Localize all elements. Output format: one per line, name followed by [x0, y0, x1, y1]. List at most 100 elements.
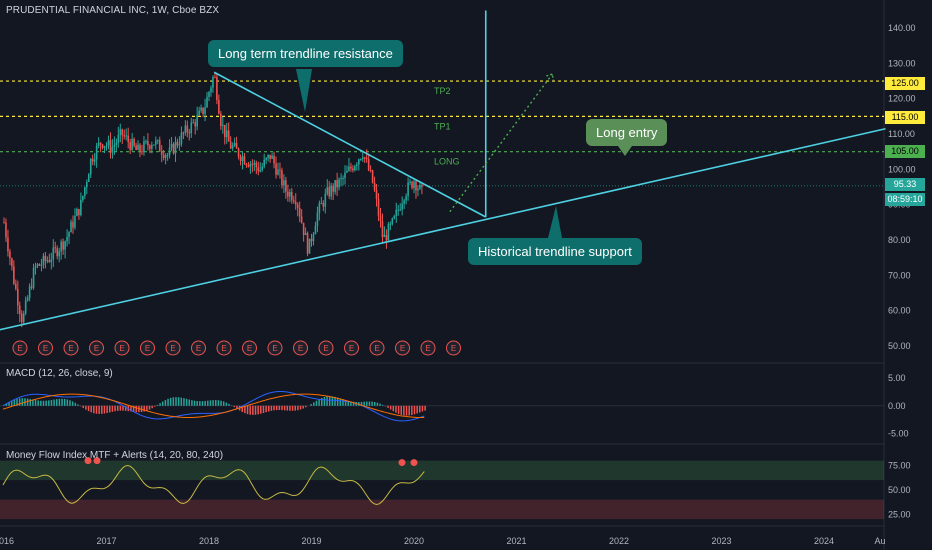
macd-bar [5, 404, 8, 406]
macd-bar [270, 405, 273, 411]
tp2-level-label: TP2 [434, 86, 451, 96]
candle-body [302, 222, 305, 236]
macd-bar [13, 399, 16, 406]
macd-bar [101, 405, 103, 414]
macd-bar [209, 400, 212, 406]
candle-body [259, 169, 262, 172]
candle-body [405, 196, 407, 201]
macd-bar [289, 405, 291, 411]
mfi-overbought-band [0, 460, 884, 481]
candle-body [269, 154, 271, 159]
macd-tick-label: -5.00 [888, 429, 909, 439]
candle-body [294, 201, 297, 205]
macd-bar [66, 399, 69, 406]
candle-body [154, 140, 157, 145]
candle-body [133, 138, 135, 146]
macd-bar [379, 403, 381, 406]
macd-bar [10, 400, 13, 406]
candle-body [137, 144, 139, 150]
macd-bar [124, 405, 127, 411]
candle-body [411, 181, 413, 188]
candle-body [417, 188, 419, 191]
candle-body [7, 237, 9, 252]
macd-bar [98, 405, 100, 414]
candle-body [91, 158, 94, 162]
macd-bar [352, 401, 355, 406]
candle-body [54, 247, 57, 249]
macd-bar [342, 399, 344, 406]
candle-body [332, 185, 334, 192]
macd-bar [82, 405, 84, 408]
earnings-marker [420, 340, 436, 356]
candle-body [383, 235, 386, 238]
macd-bar [180, 397, 183, 406]
time-tick-label: 2024 [814, 536, 834, 546]
macd-bar [207, 400, 209, 406]
macd-bar [374, 402, 376, 406]
candle-body [249, 163, 252, 167]
candle-body [164, 155, 167, 158]
mfi-alert-dot [410, 459, 418, 467]
candle-body [223, 124, 226, 138]
macd-bar [188, 399, 190, 406]
candle-body [342, 177, 344, 179]
candle-body [78, 209, 80, 216]
candle-body [336, 180, 338, 188]
macd-bar [371, 401, 373, 406]
time-tick-label: 2022 [609, 536, 629, 546]
macd-bar [90, 405, 92, 413]
candle-body [419, 184, 421, 189]
candle-body [210, 87, 212, 93]
price-series [3, 72, 423, 328]
candle-body [235, 143, 238, 149]
candle-body [24, 300, 27, 314]
macd-bar [111, 405, 114, 412]
macd-histogram [5, 396, 426, 416]
candle-body [304, 233, 307, 236]
candle-body [129, 142, 131, 150]
candle-body [125, 135, 128, 137]
earnings-marker-label: E [323, 344, 328, 353]
macd-bar [294, 405, 296, 411]
candle-body [229, 141, 232, 149]
macd-bar [257, 405, 259, 415]
last-price-tag: 95.33 [885, 178, 925, 191]
candle-body [198, 110, 200, 115]
candle-body [85, 181, 88, 188]
macd-bar [408, 405, 410, 416]
macd-bar [159, 403, 161, 406]
candle-body [231, 145, 234, 149]
candle-body [379, 215, 382, 222]
candle-body [208, 92, 210, 97]
macd-bar [32, 399, 34, 406]
mfi-alert-dot [93, 457, 101, 465]
macd-bar [328, 396, 331, 406]
candle-body [200, 107, 202, 111]
candle-body [26, 298, 29, 301]
earnings-marker [38, 340, 53, 356]
candle-body [300, 216, 303, 223]
candle-body [160, 151, 163, 155]
macd-bar [199, 401, 201, 406]
macd-bar [384, 405, 387, 407]
candle-body [377, 198, 380, 216]
macd-bar [286, 405, 289, 411]
macd-bar [273, 405, 275, 411]
candle-body [68, 232, 70, 237]
macd-bar [21, 398, 24, 406]
candle-body [251, 163, 254, 165]
candle-body [298, 207, 301, 217]
tp2-price-tag: 125.00 [885, 77, 925, 90]
candle-body [350, 166, 352, 169]
macd-bar [233, 405, 236, 408]
candle-body [312, 234, 315, 242]
candle-body [340, 178, 342, 180]
earnings-marker [165, 340, 181, 356]
macd-bar [50, 399, 53, 406]
macd-bar [334, 396, 336, 406]
candle-body [371, 170, 374, 183]
macd-bar [358, 401, 360, 406]
macd-bar [63, 398, 66, 406]
candle-body [292, 200, 295, 202]
